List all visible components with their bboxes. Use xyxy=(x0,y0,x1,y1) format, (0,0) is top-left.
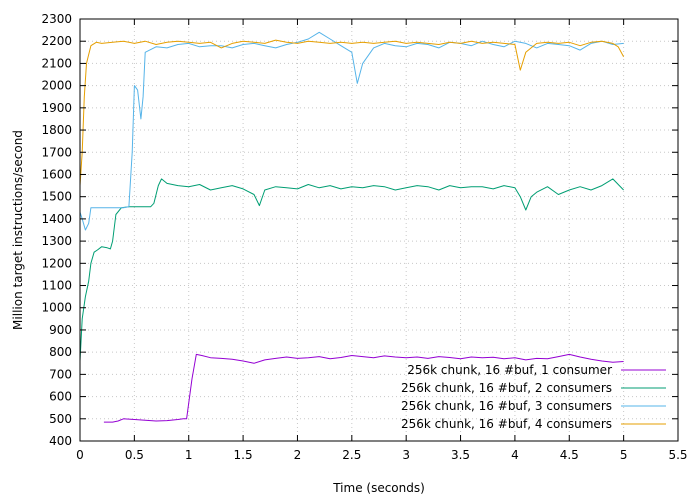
y-tick-label: 400 xyxy=(49,434,72,448)
x-tick-label: 1 xyxy=(185,448,193,462)
x-tick-label: 0 xyxy=(76,448,84,462)
y-tick-label: 1700 xyxy=(41,145,72,159)
y-tick-label: 800 xyxy=(49,345,72,359)
y-tick-label: 2200 xyxy=(41,34,72,48)
y-axis-title: Million target instructions/second xyxy=(11,130,25,330)
y-tick-label: 900 xyxy=(49,323,72,337)
y-tick-label: 2100 xyxy=(41,56,72,70)
x-tick-label: 3 xyxy=(402,448,410,462)
y-tick-label: 2300 xyxy=(41,12,72,26)
x-tick-label: 4 xyxy=(511,448,519,462)
x-tick-label: 2 xyxy=(294,448,302,462)
series-line-4 xyxy=(79,39,625,186)
y-tick-label: 700 xyxy=(49,367,72,381)
y-tick-label: 1800 xyxy=(41,123,72,137)
x-tick-label: 2.5 xyxy=(342,448,361,462)
x-tick-label: 0.5 xyxy=(125,448,144,462)
x-tick-label: 5.5 xyxy=(668,448,687,462)
x-tick-label: 1.5 xyxy=(234,448,253,462)
y-tick-label: 1100 xyxy=(41,279,72,293)
legend-label-1: 256k chunk, 16 #buf, 1 consumer xyxy=(407,363,612,377)
y-tick-label: 600 xyxy=(49,390,72,404)
y-tick-label: 1900 xyxy=(41,101,72,115)
y-tick-label: 1400 xyxy=(41,212,72,226)
legend-label-4: 256k chunk, 16 #buf, 4 consumers xyxy=(401,417,612,431)
plot-frame xyxy=(79,18,679,442)
series-line-3 xyxy=(79,31,624,231)
series-line-1 xyxy=(103,353,624,423)
y-tick-label: 1600 xyxy=(41,167,72,181)
series-line-2 xyxy=(79,178,624,362)
y-tick-label: 2000 xyxy=(41,79,72,93)
y-tick-label: 1300 xyxy=(41,234,72,248)
x-tick-label: 4.5 xyxy=(560,448,579,462)
y-tick-label: 1000 xyxy=(41,301,72,315)
series-lines xyxy=(79,31,625,423)
y-tick-label: 1200 xyxy=(41,256,72,270)
x-axis-title: Time (seconds) xyxy=(332,481,425,495)
y-tick-label: 1500 xyxy=(41,190,72,204)
x-tick-label: 5 xyxy=(620,448,628,462)
y-tick-label: 500 xyxy=(49,412,72,426)
legend: 256k chunk, 16 #buf, 1 consumer 256k chun… xyxy=(401,363,666,431)
legend-label-3: 256k chunk, 16 #buf, 3 consumers xyxy=(401,399,612,413)
axis-ticks: 0 0.5 1 1.5 2 2.5 3 3.5 4 4.5 5 5.5 400 500 600 700 800 9… xyxy=(41,12,687,462)
x-tick-label: 3.5 xyxy=(451,448,470,462)
legend-label-2: 256k chunk, 16 #buf, 2 consumers xyxy=(401,381,612,395)
